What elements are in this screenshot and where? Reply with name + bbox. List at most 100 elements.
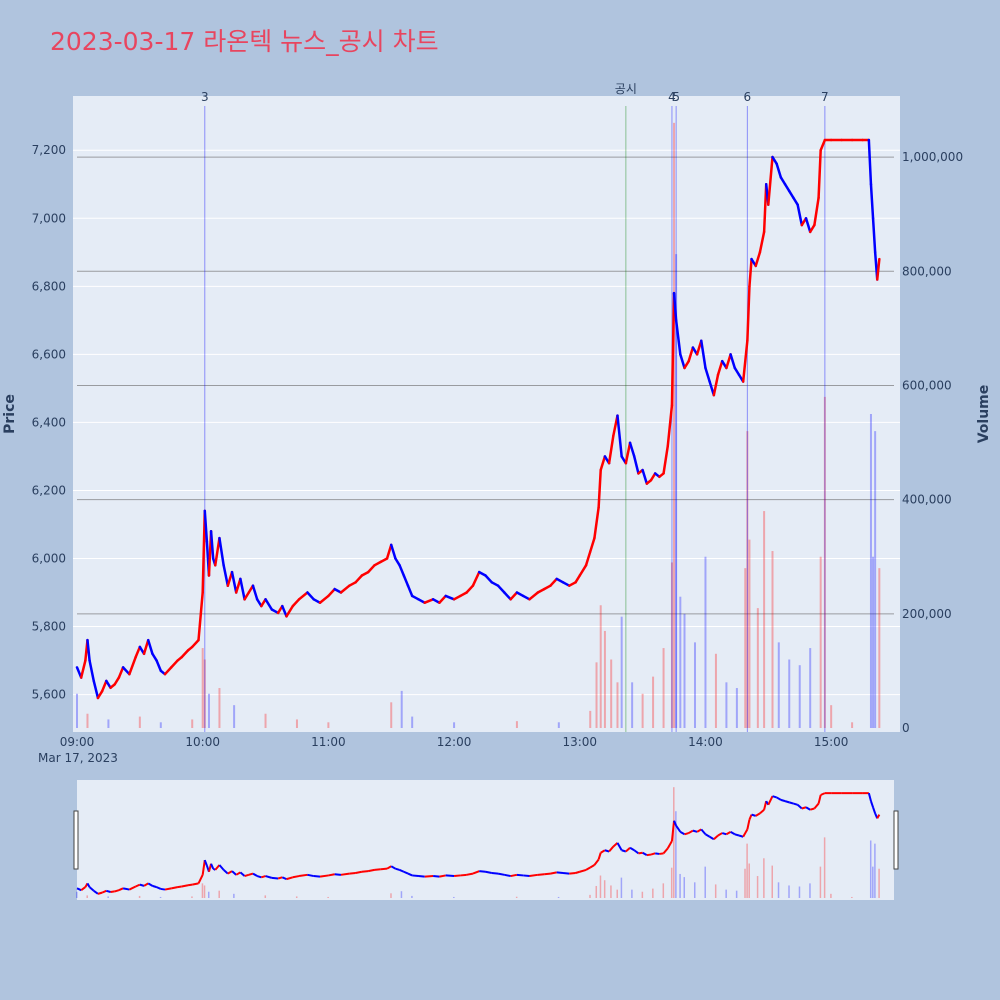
range-slider-volume-bar (744, 868, 746, 898)
range-slider-volume-bar (295, 896, 298, 898)
range-slider-volume-bar (76, 891, 78, 898)
range-slider-price-segment (164, 887, 172, 891)
volume-bar (744, 568, 747, 728)
range-slider-volume-bar (233, 893, 235, 898)
range-slider-price-segment (307, 873, 314, 878)
range-slider-price-segment (485, 870, 492, 874)
range-slider-price-segment (692, 829, 698, 833)
price-segment (201, 509, 207, 594)
range-slider-price-segment (616, 842, 623, 851)
range-slider-price-segment (748, 814, 753, 820)
price-segment (700, 339, 707, 370)
price-segment (628, 441, 636, 458)
event-markers: 3 공시 45 6 7 (201, 82, 829, 732)
volume-tick-label: 600,000 (902, 378, 952, 392)
range-slider-price-segment (629, 846, 635, 852)
range-slider-price-segment (585, 866, 591, 871)
price-segment (503, 591, 512, 601)
price-segment (146, 638, 154, 655)
volume-bar (411, 716, 414, 728)
price-segment (96, 689, 104, 700)
volume-bar (76, 693, 78, 728)
volume-bar (819, 556, 822, 728)
main-plot-area[interactable] (73, 96, 900, 732)
volume-bar (662, 648, 665, 728)
range-slider-volume-bar (675, 811, 677, 898)
range-slider-volume-bar (599, 875, 602, 898)
range-slider-price-segment (796, 804, 803, 810)
volume-bar (390, 702, 393, 728)
range-slider-price-segment (755, 812, 761, 817)
volume-axis-ticks: 0 200,000 400,000 600,000 800,000 1,000,000 (902, 150, 963, 735)
price-segment (339, 584, 351, 594)
volume-bar (763, 511, 766, 728)
price-segment (509, 591, 519, 601)
range-slider-price-segment (390, 865, 396, 870)
price-segment (121, 666, 131, 676)
price-segment (624, 441, 632, 465)
volume-bar (670, 562, 673, 728)
range-slider-price-segment (523, 874, 530, 878)
range-slider-price-segment (424, 875, 434, 878)
range-slider-price-segment (187, 883, 193, 887)
price-tick-label: 6,000 (32, 551, 66, 565)
price-segment (607, 434, 615, 465)
range-slider-price-segment (395, 867, 400, 871)
range-slider-price-segment (655, 852, 660, 855)
price-segment (197, 591, 204, 642)
price-segment (819, 138, 827, 152)
range-slider-price-segment (696, 828, 702, 833)
range-slider-price-segment (281, 876, 287, 881)
range-slider-price-segment (688, 829, 694, 834)
range-slider-volume-bar (869, 840, 872, 898)
price-segment (597, 468, 602, 509)
range-slider-volume-bar (641, 891, 644, 898)
range-slider-price-segment (466, 872, 474, 876)
volume-bar (748, 539, 751, 728)
range-slider-price-segment (97, 891, 103, 895)
price-segment (170, 659, 179, 669)
range-slider-right-handle[interactable] (893, 810, 899, 870)
range-slider-price-segment (118, 887, 124, 892)
price-segment (741, 339, 749, 383)
price-segment (354, 574, 364, 584)
volume-tick-label: 1,000,000 (902, 150, 963, 164)
price-segment (402, 574, 410, 587)
range-slider-price-segment (227, 870, 233, 875)
range-slider-price-segment (621, 849, 627, 853)
range-slider-price-segment (510, 873, 518, 878)
volume-bar (675, 254, 678, 729)
range-slider-price-segment (713, 834, 719, 840)
price-segment (771, 155, 778, 166)
price-segment (117, 666, 125, 679)
range-slider-price-segment (244, 873, 250, 878)
volume-tick-label: 800,000 (902, 264, 952, 278)
price-segment (306, 591, 315, 601)
range-slider-volume-bar (823, 837, 826, 898)
event-marker-label: 공시 (615, 82, 637, 96)
range-slider-volume-bar (201, 883, 204, 898)
range-slider-volume-bar (610, 885, 612, 898)
range-slider-volume (76, 787, 880, 898)
range-slider-price-segment (361, 870, 369, 873)
range-slider-volume-bar (673, 787, 675, 898)
volume-bar (631, 682, 634, 728)
price-segment (88, 659, 96, 683)
price-segment (190, 638, 200, 649)
volume-bar (641, 693, 644, 728)
range-slider-price-segment (256, 875, 262, 879)
range-slider-price-segment (721, 832, 727, 836)
range-slider-price-segment (817, 794, 822, 804)
price-tick-label: 7,000 (32, 211, 66, 225)
range-slider-price-segment (418, 875, 425, 878)
range-slider-price-segment (684, 832, 689, 836)
range-slider-price-segment (160, 887, 166, 891)
price-segment (264, 598, 274, 611)
range-slider[interactable] (77, 780, 894, 900)
range-slider-left-handle[interactable] (73, 810, 79, 870)
range-slider-price-segment (659, 852, 664, 855)
range-slider-price-segment (725, 830, 732, 836)
range-slider-price-segment (600, 849, 606, 854)
range-slider-price-segment (106, 889, 111, 893)
price-segment (484, 574, 494, 584)
